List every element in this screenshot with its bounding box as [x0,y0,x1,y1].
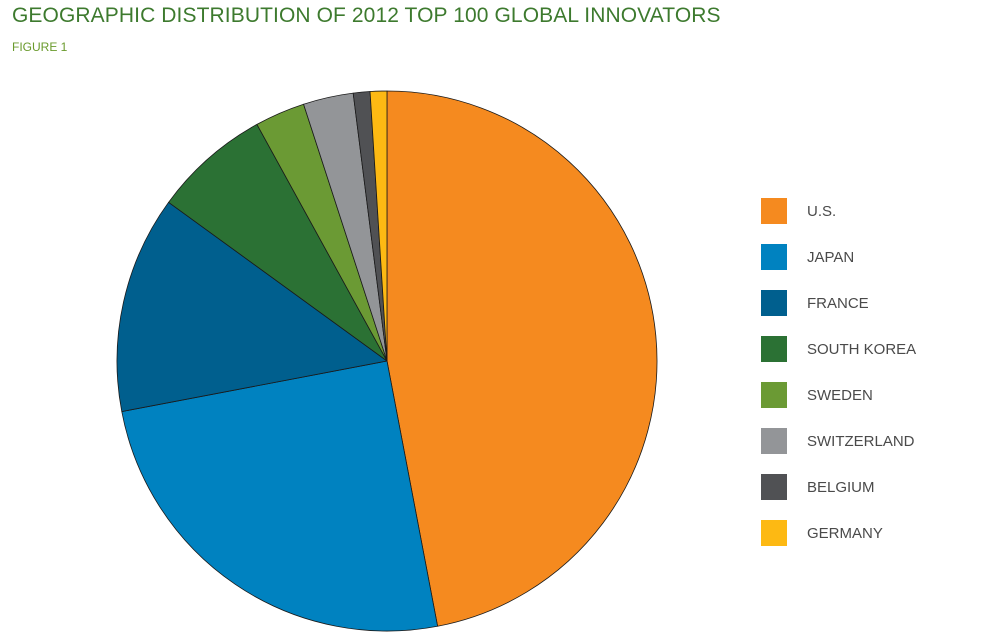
legend-item-japan: JAPAN [761,244,916,270]
legend-label: SWITZERLAND [807,432,915,450]
legend-item-switzerland: SWITZERLAND [761,428,916,454]
chart-legend: U.S. JAPAN FRANCE SOUTH KOREA SWEDEN SWITZERL… [761,198,916,566]
legend-swatch [761,382,787,408]
chart-title: GEOGRAPHIC DISTRIBUTION OF 2012 TOP 100 … [12,4,721,27]
legend-label: JAPAN [807,248,855,266]
legend-swatch [761,520,787,546]
legend-label: BELGIUM [807,478,875,496]
legend-swatch [761,198,787,224]
legend-item-france: FRANCE [761,290,916,316]
legend-swatch [761,428,787,454]
legend-item-south-korea: SOUTH KOREA [761,336,916,362]
legend-item-belgium: BELGIUM [761,474,916,500]
legend-item-u-s: U.S. [761,198,916,224]
legend-swatch [761,474,787,500]
legend-swatch [761,290,787,316]
legend-item-germany: GERMANY [761,520,916,546]
pie-slice-south-korea [168,124,388,362]
legend-item-sweden: SWEDEN [761,382,916,408]
legend-swatch [761,244,787,270]
pie-slice-france [116,201,388,412]
pie-slice-germany [369,90,388,362]
pie-slice-japan [121,360,438,632]
legend-label: SWEDEN [807,386,873,404]
legend-label: FRANCE [807,294,869,312]
figure-label: FIGURE 1 [12,40,68,54]
legend-label: U.S. [807,202,837,220]
legend-label: SOUTH KOREA [807,340,917,358]
legend-label: GERMANY [807,524,883,542]
legend-swatch [761,336,787,362]
pie-slice-u-s [386,90,658,627]
